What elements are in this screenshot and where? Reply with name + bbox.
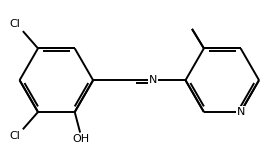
Text: Cl: Cl xyxy=(10,131,21,141)
Text: OH: OH xyxy=(73,134,90,144)
Text: N: N xyxy=(149,75,157,85)
Text: N: N xyxy=(237,107,245,117)
Text: Cl: Cl xyxy=(10,20,21,29)
